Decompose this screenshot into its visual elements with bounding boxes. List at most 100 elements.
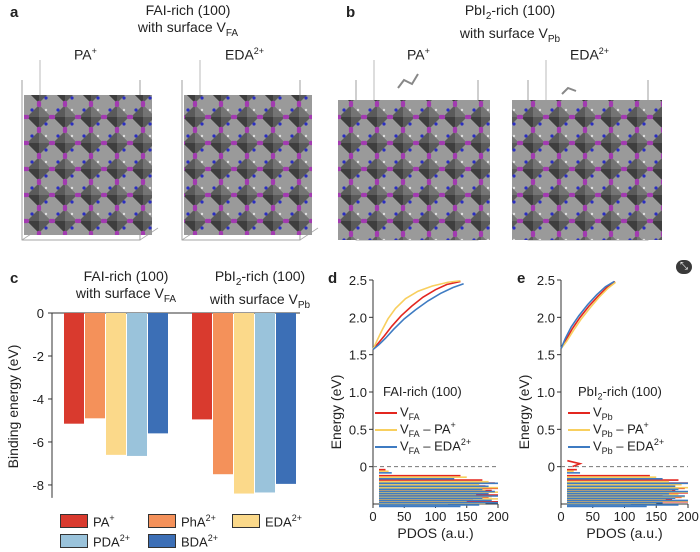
bar-bda2-group2: [276, 313, 296, 484]
pdos-line-0: [372, 280, 461, 350]
legend-label: VFA: [400, 404, 420, 422]
pdos-pbi2-chart: 0 0.5 1.0 1.5 2.0 2.5 0 50 100 150 200 PDOS (a.u.) E…: [516, 273, 699, 541]
y-tick-label: 1.0: [349, 385, 367, 400]
panel-c-group2-line1: PbI2-rich (100): [214, 268, 306, 288]
y-tick-label: 2.0: [537, 310, 555, 325]
legend-swatch: [60, 534, 88, 549]
crystal-structures: [21, 60, 662, 241]
legend-label: VFA – PA+: [400, 420, 456, 439]
x-tick-label: 200: [677, 509, 699, 524]
panel-a-left-structure-label: PA+: [74, 46, 97, 63]
y-tick-label: 0.5: [537, 422, 555, 437]
pre-fermi-trace: [567, 459, 583, 468]
y-tick-label: -8: [32, 478, 44, 493]
panel-b-label: b: [346, 4, 356, 21]
structure-b-pa: [338, 60, 490, 241]
x-tick-label: 0: [557, 509, 564, 524]
panel-b-title-line1: PbI2-rich (100): [464, 2, 556, 22]
panel-a-title-line1: FAI-rich (100): [145, 2, 231, 18]
panel-c-group1-line1: FAI-rich (100): [83, 268, 169, 284]
legend-line-swatch: [375, 445, 397, 448]
legend-item: VPb: [568, 404, 664, 422]
x-tick-label: 100: [425, 509, 447, 524]
y-tick-label: 1.0: [537, 385, 555, 400]
x-tick-label: 100: [614, 509, 636, 524]
pdos-line-2: [372, 282, 464, 351]
legend-item: VPb – EDA2+: [568, 437, 665, 456]
x-tick-label: 200: [487, 509, 509, 524]
y-axis-label: Binding energy (eV): [5, 345, 21, 469]
panel-d-legend: VFA VFA – PA+ VFA – EDA2+: [375, 404, 472, 456]
legend-line-swatch: [568, 411, 590, 414]
legend-label: PA+: [93, 513, 115, 530]
x-axis-label: PDOS (a.u.): [397, 525, 473, 541]
legend-line-swatch: [568, 428, 590, 431]
panel-a-right-structure-label: EDA2+: [225, 46, 265, 63]
panel-b-left-structure-label: PA+: [407, 46, 430, 63]
y-tick-label: 1.5: [537, 348, 555, 363]
bar-pa-group1: [64, 313, 84, 424]
bar-pda2-group2: [255, 313, 275, 493]
bar-pda2-group1: [127, 313, 147, 456]
panel-c-legend: PA+ PhA2+ EDA2+ PDA2+ BDA2+: [60, 513, 310, 550]
legend-label: PDA2+: [93, 533, 130, 550]
x-tick-label: 50: [397, 509, 411, 524]
pdos-line-1: [372, 279, 461, 350]
panel-a-title: FAI-rich (100) with surface VFA: [88, 2, 288, 42]
legend-label: VPb – PA+: [593, 420, 649, 439]
x-tick-label: 150: [645, 509, 667, 524]
panel-e-label: e: [517, 270, 526, 287]
panel-c-group2-line2: with surface VPb: [209, 290, 311, 311]
legend-label: VPb: [593, 404, 613, 422]
legend-swatch: [148, 514, 176, 529]
pdos-line-2: [560, 280, 615, 350]
y-tick-label: 1.5: [349, 348, 367, 363]
legend-label: VFA – EDA2+: [400, 437, 472, 456]
bar-eda2-group2: [234, 313, 254, 494]
legend-line-swatch: [375, 411, 397, 414]
panel-b-right-structure-label: EDA2+: [570, 46, 610, 63]
zoom-icon[interactable]: ⤡: [676, 260, 692, 274]
binding-energy-chart: 0 -2 -4 -6 -8 Binding energy (eV): [5, 306, 300, 498]
legend-line-swatch: [568, 445, 590, 448]
panel-c-label: c: [10, 270, 19, 287]
legend-label: EDA2+: [265, 513, 302, 530]
y-tick-label: -4: [32, 392, 44, 407]
structure-a-eda: [181, 60, 319, 241]
panel-c-group1-title: FAI-rich (100) with surface VFA: [66, 268, 186, 308]
y-tick-label: 0: [360, 460, 367, 475]
y-tick-label: 0: [548, 460, 555, 475]
x-axis-label: PDOS (a.u.): [586, 525, 662, 541]
structure-a-pa: [21, 60, 159, 241]
panel-d-title: FAI-rich (100): [383, 384, 462, 399]
y-tick-label: 0.5: [349, 422, 367, 437]
legend-label: VPb – EDA2+: [593, 437, 665, 456]
legend-label: PhA2+: [181, 513, 216, 530]
legend-item-eda: EDA2+: [232, 513, 310, 529]
legend-item: VPb – PA+: [568, 420, 664, 439]
panel-e-legend: VPb VPb – PA+ VPb – EDA2+: [568, 404, 665, 456]
bar-bda2-group1: [148, 313, 168, 434]
panel-e-title: PbI2-rich (100): [578, 384, 662, 402]
y-axis-label: Energy (eV): [516, 375, 532, 450]
legend-swatch: [60, 514, 88, 529]
y-tick-label: -6: [32, 435, 44, 450]
y-tick-label: 2.5: [349, 273, 367, 288]
x-tick-label: 50: [586, 509, 600, 524]
legend-swatch: [232, 514, 260, 529]
panel-d-label: d: [328, 270, 338, 287]
legend-item: VFA – EDA2+: [375, 437, 472, 456]
y-axis-label: Energy (eV): [328, 375, 344, 450]
bar-pha2-group1: [85, 313, 105, 419]
legend-item-bda: BDA2+: [148, 533, 236, 550]
y-tick-label: 2.0: [349, 310, 367, 325]
y-tick-label: 0: [37, 306, 44, 321]
pdos-line-1: [560, 281, 617, 350]
structure-b-eda: [512, 60, 662, 241]
panel-a-label: a: [10, 4, 19, 21]
panel-c-group1-line2: with surface VFA: [75, 285, 177, 305]
y-tick-label: -2: [32, 349, 44, 364]
legend-line-swatch: [375, 428, 397, 431]
y-tick-label: 2.5: [537, 273, 555, 288]
panel-c-group2-title: PbI2-rich (100) with surface VPb: [190, 268, 330, 314]
